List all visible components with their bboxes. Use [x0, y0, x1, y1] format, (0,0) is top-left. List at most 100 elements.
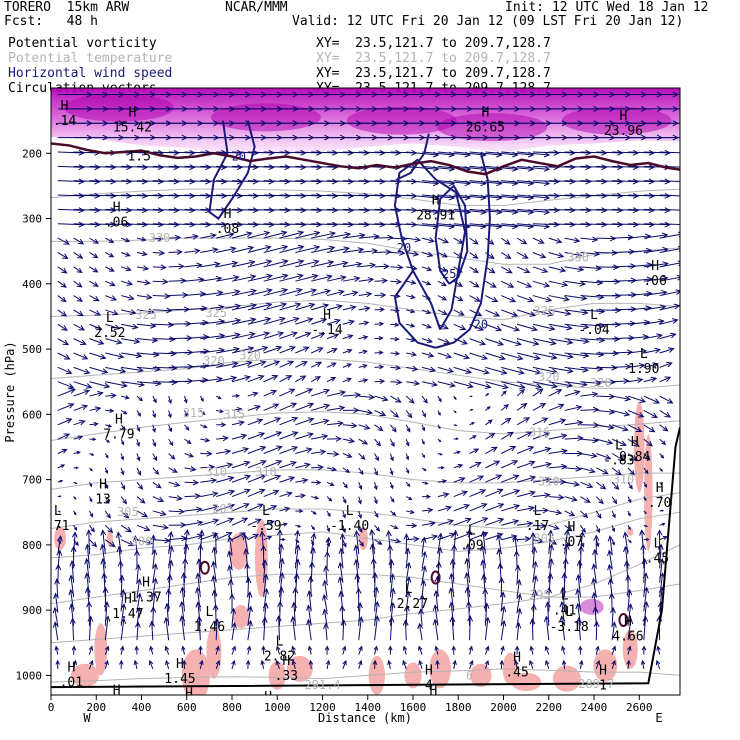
- circulation-vector: [627, 618, 632, 641]
- circulation-vector-head: [509, 296, 517, 303]
- circulation-vector-head: [105, 499, 110, 505]
- circulation-vector-head: [246, 360, 253, 367]
- circulation-vector-head: [300, 207, 307, 214]
- pv-extremum-value: -2.27: [389, 597, 428, 612]
- circulation-vector-head: [541, 267, 549, 274]
- circulation-vector: [295, 418, 314, 426]
- circulation-vector: [342, 496, 347, 503]
- circulation-vector: [580, 366, 603, 370]
- circulation-vector: [611, 510, 616, 518]
- circulation-vector-head: [167, 399, 172, 405]
- circulation-vector-head: [334, 318, 341, 325]
- circulation-vector: [564, 309, 588, 314]
- theta-label: 330: [149, 231, 171, 245]
- circulation-vector: [421, 280, 431, 285]
- circulation-vector-head: [635, 426, 643, 433]
- circulation-vector: [184, 307, 207, 311]
- circulation-vector: [73, 295, 83, 302]
- circulation-vector-head: [547, 572, 554, 579]
- circulation-vector-head: [497, 562, 504, 569]
- circulation-vector: [595, 660, 600, 670]
- circulation-vector-head: [83, 368, 91, 375]
- circulation-vector-head: [525, 282, 533, 288]
- circulation-vector-head: [591, 452, 598, 459]
- circulation-vector: [326, 319, 341, 325]
- circulation-vector: [515, 660, 518, 669]
- circulation-vector: [450, 588, 455, 612]
- pv-extremum-type: H: [264, 690, 272, 705]
- circulation-vector: [342, 646, 346, 655]
- circulation-vector-head: [227, 517, 235, 524]
- circulation-vector-head: [228, 503, 236, 510]
- circulation-vector: [263, 194, 290, 197]
- circulation-vector: [342, 320, 355, 325]
- circulation-vector: [643, 180, 670, 183]
- circulation-vector: [73, 208, 100, 211]
- circulation-vector-head: [288, 476, 296, 482]
- y-tick-label: 1000: [16, 669, 43, 682]
- circulation-vector: [73, 405, 88, 411]
- circulation-vector: [105, 394, 116, 397]
- circulation-vector: [151, 621, 154, 641]
- circulation-vector: [231, 660, 235, 670]
- circulation-vector-head: [180, 572, 187, 579]
- circulation-vector: [453, 180, 486, 185]
- circulation-vector-head: [323, 622, 329, 630]
- circulation-vector: [643, 467, 649, 474]
- circulation-vector: [374, 660, 376, 669]
- circulation-vector: [437, 533, 455, 541]
- circulation-vector-head: [359, 232, 366, 239]
- circulation-vector: [295, 303, 315, 311]
- circulation-vector: [231, 448, 249, 454]
- circulation-vector-head: [294, 558, 301, 565]
- circulation-vector-head: [378, 350, 384, 355]
- circulation-vector-head: [483, 602, 490, 609]
- circulation-vector: [564, 180, 591, 183]
- circulation-vector-head: [74, 541, 79, 547]
- circulation-vector: [73, 381, 92, 388]
- circulation-vector-head: [548, 325, 556, 332]
- circulation-vector-head: [101, 368, 109, 374]
- circulation-vector: [452, 559, 455, 583]
- circulation-vector: [545, 616, 550, 641]
- circulation-vector: [545, 646, 550, 655]
- circulation-vector-head: [381, 395, 389, 402]
- circulation-vector: [295, 375, 306, 383]
- circulation-vector-head: [126, 221, 133, 228]
- circulation-vector-head: [421, 550, 428, 558]
- circulation-vector-head: [514, 564, 521, 571]
- circulation-vector: [358, 235, 379, 239]
- circulation-vector: [231, 517, 248, 526]
- circulation-vector: [580, 481, 593, 488]
- circulation-vector: [437, 338, 450, 344]
- circulation-vector: [263, 431, 282, 440]
- circulation-vector-head: [502, 390, 507, 395]
- circulation-vector: [532, 323, 555, 330]
- circulation-vector-head: [481, 503, 488, 509]
- circulation-vector-head: [423, 398, 428, 404]
- circulation-vector: [406, 194, 439, 199]
- circulation-vector: [358, 409, 373, 414]
- circulation-vector: [200, 466, 215, 469]
- circulation-vector-head: [569, 178, 576, 185]
- circulation-vector: [311, 304, 329, 311]
- circulation-vector-head: [569, 207, 576, 214]
- circulation-vector-head: [110, 164, 117, 171]
- circulation-vector: [136, 338, 158, 342]
- circulation-vector: [310, 660, 312, 669]
- circulation-vector-head: [150, 534, 157, 541]
- circulation-vector: [216, 490, 235, 498]
- circulation-vector-head: [573, 237, 581, 244]
- circulation-vector-head: [489, 433, 496, 439]
- circulation-vector: [311, 275, 332, 282]
- circulation-vector-head: [259, 530, 266, 537]
- circulation-vector-head: [610, 606, 616, 614]
- circulation-vector-head: [104, 484, 109, 490]
- circulation-vector-head: [289, 346, 296, 352]
- circulation-vector: [231, 333, 255, 340]
- circulation-vector-head: [387, 544, 394, 551]
- circulation-vector-head: [458, 477, 466, 483]
- circulation-vector-head: [314, 376, 322, 382]
- circulation-vector: [469, 208, 502, 213]
- circulation-vector-head: [438, 398, 442, 403]
